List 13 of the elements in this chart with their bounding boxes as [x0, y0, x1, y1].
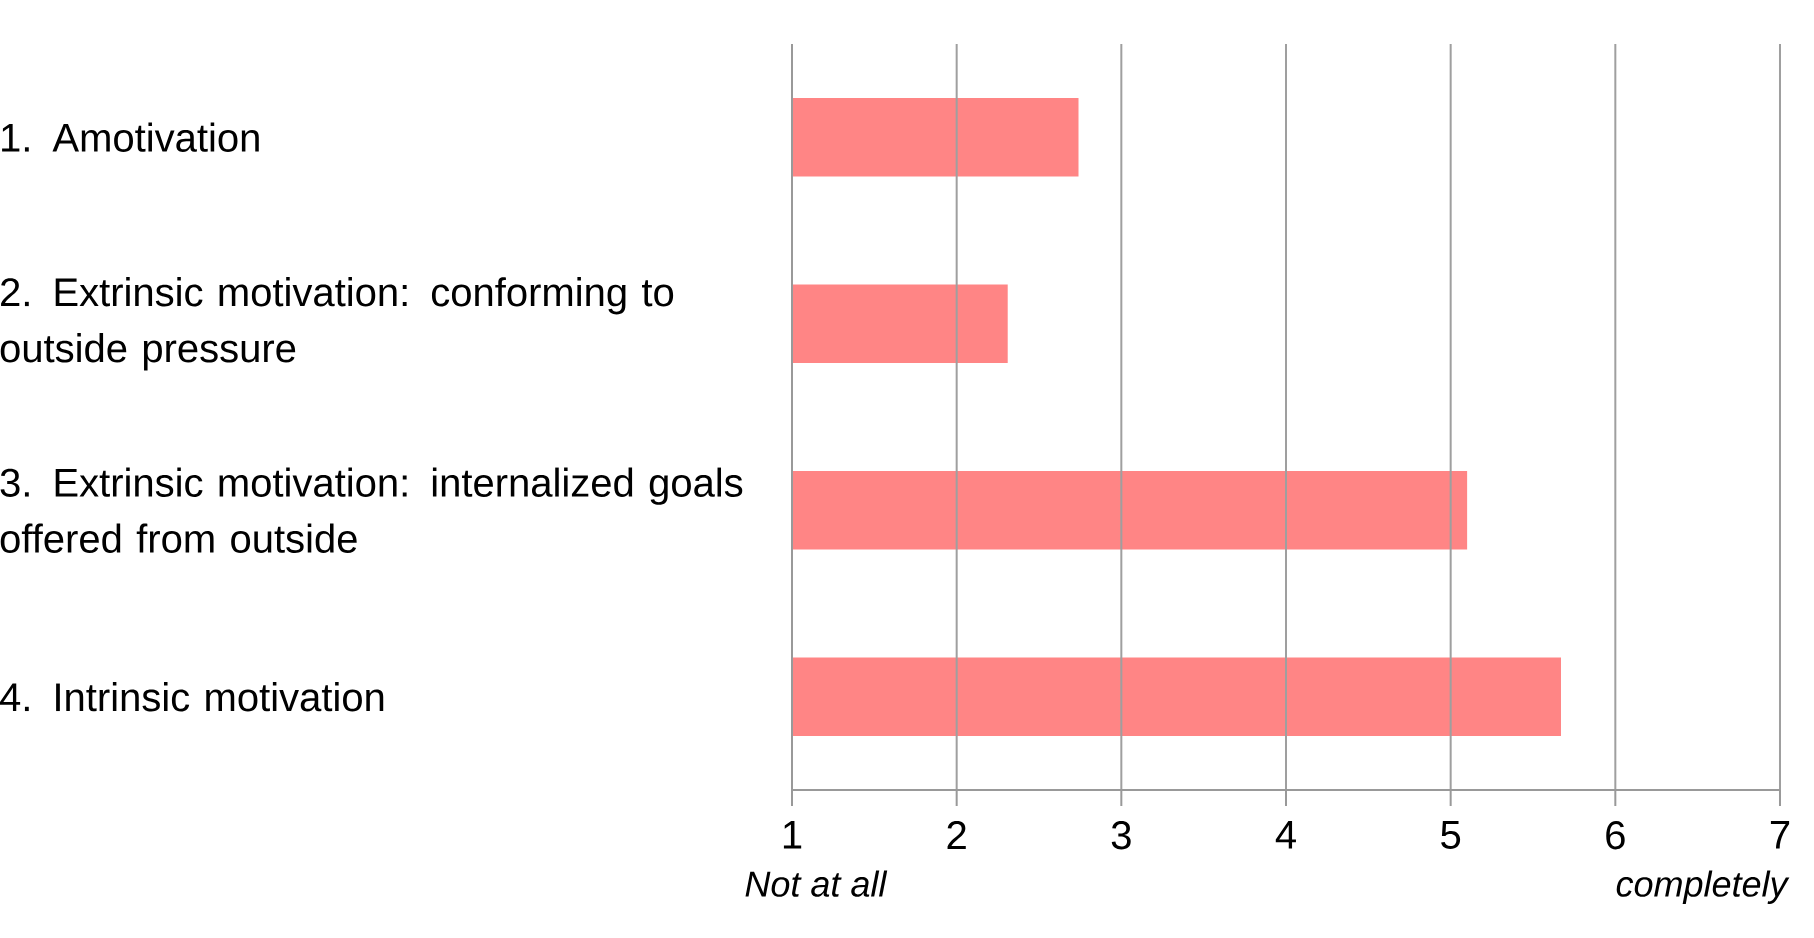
x-tick-label: 7 [1770, 821, 1790, 849]
x-tick-label: 4 [1275, 821, 1296, 849]
y-tick-label: 4. Intrinsic motivation [0, 682, 384, 712]
y-tick-label: 3. Extrinsic motivation: internalized goals offered from outside [0, 467, 743, 553]
text: Not at all [745, 870, 888, 897]
x-tick-label: 6 [1606, 821, 1625, 850]
text: completely [1616, 870, 1790, 904]
x-tick-label: 1 [783, 821, 802, 849]
x-tick-label: 2 [947, 821, 966, 849]
y-tick-label: 1. Amotivation [2, 122, 259, 152]
x-tick-label: 5 [1441, 821, 1461, 849]
y-tick-label: 2. Extrinsic motivation: conforming to outside pressure [0, 277, 674, 371]
x-tick-label: 3 [1111, 821, 1131, 850]
